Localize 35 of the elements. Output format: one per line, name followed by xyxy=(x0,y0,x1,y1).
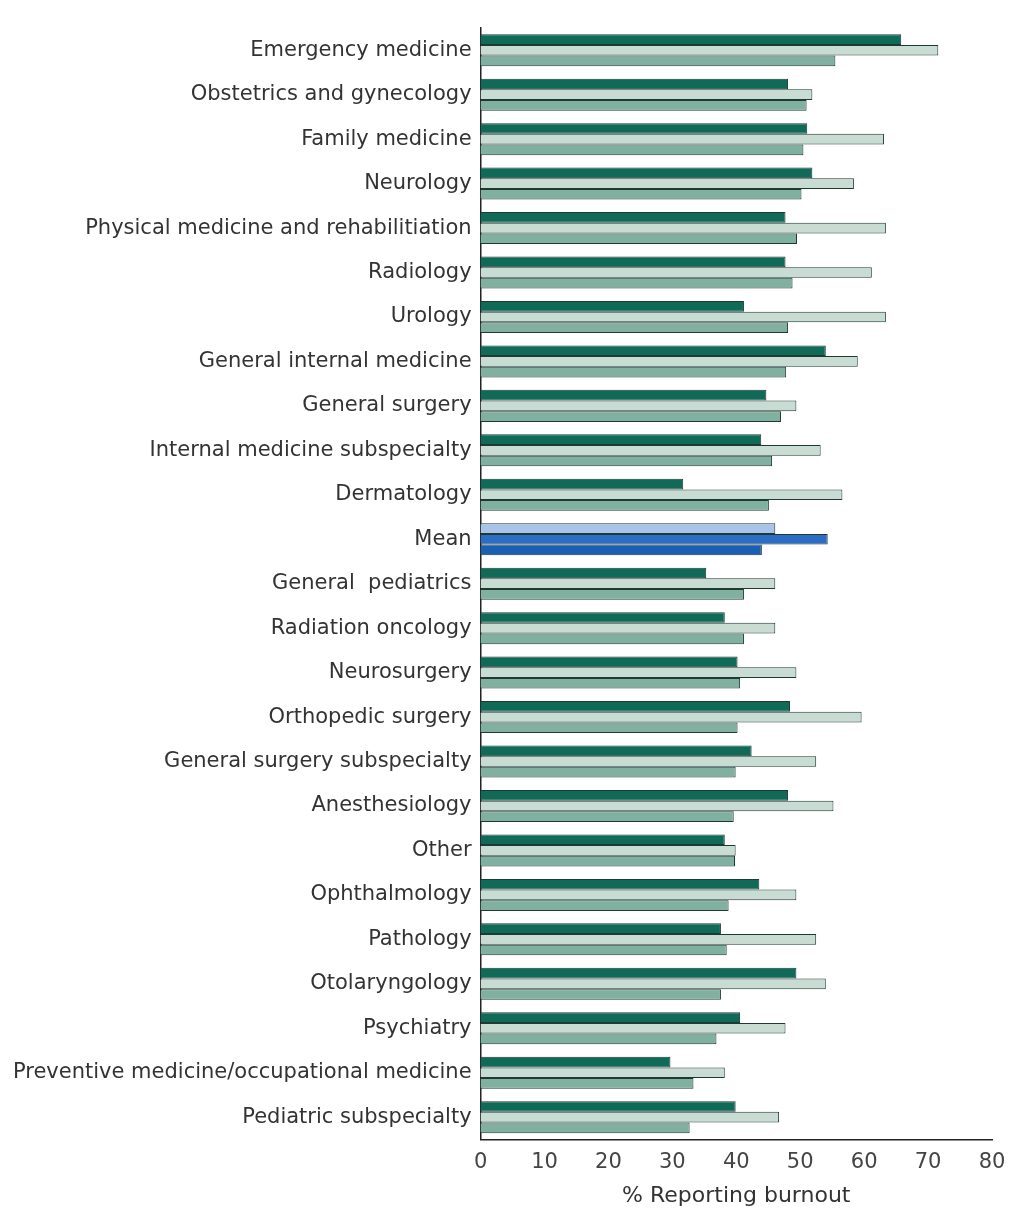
y-tick-label: Anesthesiology xyxy=(311,792,472,817)
y-tick-label: General internal medicine xyxy=(198,347,472,372)
y-tick-label: Pediatric subspecialty xyxy=(242,1103,472,1128)
y-tick-label: Physical medicine and rehabilitiation xyxy=(85,214,472,239)
y-tick-label: General surgery xyxy=(302,392,472,417)
y-tick-label: Pathology xyxy=(368,925,472,950)
x-tick-label: 40 xyxy=(722,1149,750,1174)
x-axis-title: % Reporting burnout xyxy=(622,1181,851,1207)
y-tick-label: Family medicine xyxy=(301,125,472,150)
x-tick-label: 60 xyxy=(850,1149,878,1174)
x-tick-label: 70 xyxy=(914,1149,942,1174)
y-tick-label: Mean xyxy=(414,525,472,550)
y-tick-label: Orthopedic surgery xyxy=(268,703,472,728)
x-tick-label: 30 xyxy=(658,1149,686,1174)
y-tick-label: General surgery subspecialty xyxy=(164,747,472,772)
y-tick-label: Dermatology xyxy=(335,481,472,506)
y-tick-label: Neurology xyxy=(364,170,472,195)
y-tick-label: Internal medicine subspecialty xyxy=(149,436,472,461)
y-tick-label: Urology xyxy=(390,303,472,328)
x-tick-label: 50 xyxy=(786,1149,814,1174)
y-tick-label: Neurosurgery xyxy=(328,659,472,684)
y-tick-label: Ophthalmology xyxy=(310,881,472,906)
y-tick-label: Radiation oncology xyxy=(270,614,472,639)
x-tick-label: 0 xyxy=(473,1149,488,1174)
x-tick-label: 20 xyxy=(595,1149,622,1174)
y-tick-label: Otolaryngology xyxy=(310,970,472,995)
y-tick-label: Emergency medicine xyxy=(250,36,472,61)
x-tick-label: 10 xyxy=(531,1149,558,1174)
y-tick-label: General pediatrics xyxy=(271,570,472,595)
y-tick-label: Psychiatry xyxy=(363,1014,472,1039)
y-tick-label: Other xyxy=(411,836,472,861)
y-tick-label: Radiology xyxy=(368,258,472,283)
y-tick-label: Preventive medicine/occupational medicine xyxy=(12,1059,472,1084)
x-tick-label: 80 xyxy=(978,1149,1006,1174)
y-tick-label: Obstetrics and gynecology xyxy=(190,81,472,106)
